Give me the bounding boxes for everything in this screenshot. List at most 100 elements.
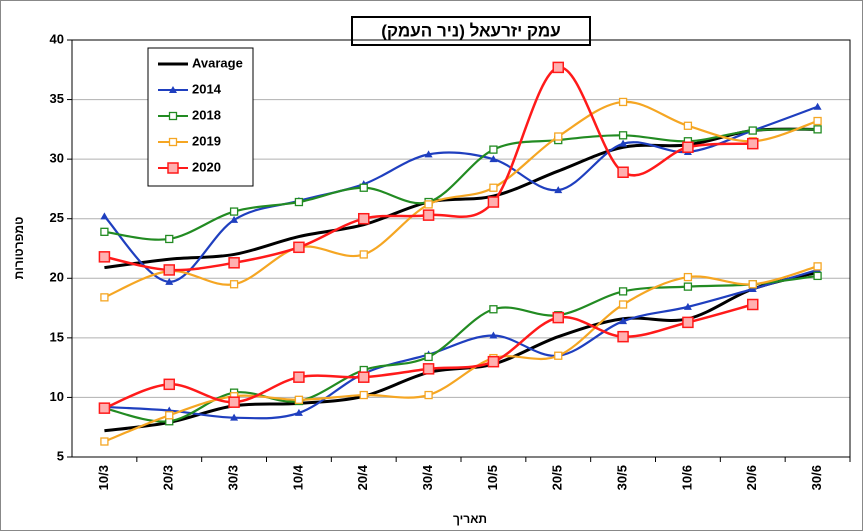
point [489,145,498,154]
point [422,363,435,375]
point [619,317,628,325]
legend-label: 2014 [192,81,222,96]
point [617,166,629,178]
x-tick-label: 30/3 [226,465,241,490]
point [747,298,759,311]
y-tick-label: 15 [50,329,64,344]
point [489,305,498,314]
point [359,183,368,192]
point [554,351,563,360]
legend-marker [167,162,179,174]
point [683,282,693,291]
point [683,302,692,310]
point [618,287,628,296]
point [487,196,500,208]
point [748,126,757,135]
point [748,280,757,289]
x-tick-label: 20/3 [161,465,176,490]
point [489,183,498,192]
point [683,121,693,130]
point [359,250,368,259]
point [489,155,498,163]
point [682,316,694,329]
point [359,390,368,400]
point [618,97,628,107]
point [100,437,109,446]
point [424,150,433,158]
point [165,234,174,244]
point [618,300,628,309]
point [163,264,175,276]
point [683,272,693,282]
point [294,408,303,416]
x-tick-label: 20/5 [550,465,565,490]
point [98,251,111,263]
y-tick-label: 35 [50,91,64,106]
point [617,330,629,343]
y-tick-label: 40 [50,31,64,46]
point [100,293,109,302]
series-line [104,274,818,423]
point [554,186,563,194]
point [487,355,500,368]
point [98,402,111,414]
x-tick-label: 10/4 [290,464,305,490]
legend-label: 2020 [192,159,221,174]
legend-label: Avarage [192,55,243,70]
y-tick-label: 10 [50,389,64,404]
y-tick-label: 20 [50,270,64,285]
point [552,61,564,74]
x-tick-label: 20/6 [744,465,759,490]
series-line [104,66,753,272]
point [293,371,305,383]
point [100,227,109,236]
point [813,262,822,271]
y-axis-label: טמפרטורות [12,217,26,280]
legend-marker [168,111,178,121]
point [230,413,239,421]
point [358,371,370,383]
point [747,137,759,150]
chart-title: עמק יזרעאל (ניר העמק) [381,21,560,40]
point [489,331,498,339]
point [813,102,822,110]
x-axis-label: תאריך [453,512,487,526]
x-tick-label: 20/4 [355,464,370,490]
point [618,131,628,140]
point [424,352,433,362]
point [554,132,563,141]
x-tick-label: 10/5 [485,465,500,490]
legend-marker [168,137,178,147]
point [424,390,433,400]
x-tick-label: 10/3 [96,465,111,490]
x-tick-label: 30/5 [615,465,630,490]
x-tick-label: 10/6 [679,465,694,490]
point [293,241,305,254]
point [228,396,240,408]
point [229,207,239,216]
point [422,209,435,221]
point [813,271,822,281]
point [358,212,370,225]
point [294,197,304,207]
point [552,311,564,324]
y-tick-label: 25 [50,210,64,225]
point [163,378,175,391]
series-line [104,128,818,241]
x-tick-label: 30/6 [809,465,824,490]
point [813,116,822,126]
legend-label: 2019 [192,133,221,148]
point [748,285,757,293]
y-tick-label: 5 [57,448,64,463]
y-tick-label: 30 [50,151,64,166]
point [100,212,109,220]
point [165,411,174,420]
point [294,395,304,404]
point [682,141,694,153]
point [424,200,433,209]
series-line [104,127,818,270]
legend-label: 2018 [192,107,221,122]
point [229,280,239,289]
point [619,139,628,147]
